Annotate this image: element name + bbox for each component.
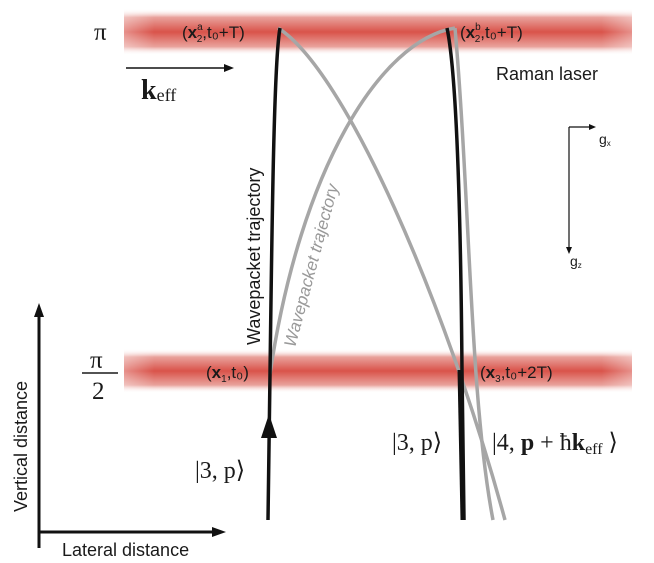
gx-arrow-head bbox=[589, 124, 596, 130]
k-eff-label: keff bbox=[141, 75, 176, 106]
vertical-axis-arrow bbox=[34, 303, 44, 317]
pi-half-denominator: 2 bbox=[92, 378, 105, 405]
point-x2a-label: (xa 2,t₀+T) bbox=[182, 22, 245, 45]
input-arrow-head bbox=[261, 414, 277, 438]
top-beam-fade bbox=[124, 9, 632, 55]
point-x1-label: (x1,t₀) bbox=[206, 363, 249, 385]
point-x2b-label: (xb 2,t₀+T) bbox=[460, 22, 523, 45]
dark-trajectory-left-path bbox=[266, 27, 282, 521]
output-state-3-label: |3, p⟩ bbox=[392, 430, 442, 456]
gx-label: gx bbox=[599, 131, 611, 148]
input-state-label: |3, p⟩ bbox=[195, 458, 245, 484]
gz-label: gz bbox=[570, 253, 582, 270]
middle-beam-fade bbox=[124, 349, 632, 393]
point-x3-label: (x3,t₀+2T) bbox=[480, 363, 553, 385]
pi-half-numerator: π bbox=[90, 347, 103, 374]
gz-arrow-head bbox=[566, 247, 572, 254]
vertical-axis-label: Vertical distance bbox=[11, 381, 31, 512]
dark-trajectory-split-path bbox=[457, 369, 464, 521]
gray-trajectory-upper-path bbox=[268, 26, 456, 375]
dark-trajectory-label: Wavepacket trajectory bbox=[244, 168, 264, 345]
dark-trajectory-right-path bbox=[445, 27, 466, 521]
pi-label: π bbox=[94, 19, 107, 46]
lateral-axis-arrow bbox=[212, 527, 226, 537]
gray-trajectory-exit-path bbox=[453, 27, 495, 521]
output-state-4-label: |4, p + ħkeff ⟩ bbox=[492, 430, 618, 458]
k-eff-arrow-head bbox=[224, 64, 234, 72]
lateral-axis-label: Lateral distance bbox=[62, 540, 189, 560]
raman-laser-label: Raman laser bbox=[496, 64, 598, 84]
gray-trajectory-lower-path bbox=[277, 26, 507, 521]
